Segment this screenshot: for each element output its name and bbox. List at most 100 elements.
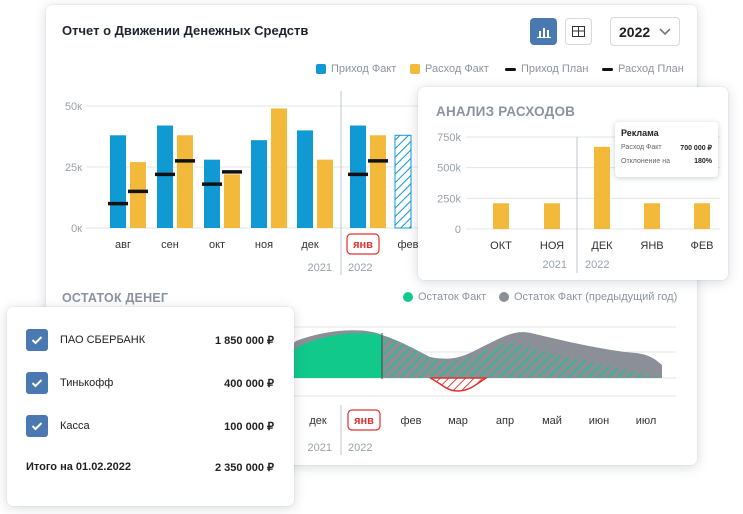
balance-section-title: ОСТАТОК ДЕНЕГ bbox=[62, 291, 169, 305]
x-tick-label: фев bbox=[400, 415, 421, 427]
expense-title: АНАЛИЗ РАСХОДОВ bbox=[436, 104, 576, 119]
table-icon bbox=[572, 26, 585, 37]
year-select-value: 2022 bbox=[619, 24, 651, 40]
x-tick-label: ЯНВ bbox=[640, 240, 663, 252]
x-tick-label: июн bbox=[589, 415, 609, 427]
total-label: Итого на 01.02.2022 bbox=[26, 461, 131, 473]
x-tick-label: янв bbox=[354, 415, 374, 427]
chevron-down-icon bbox=[659, 28, 671, 36]
tooltip-deviation-value: 180% bbox=[694, 158, 712, 165]
expense-bar[interactable] bbox=[694, 203, 710, 229]
x-tick-label: НОЯ bbox=[540, 240, 564, 252]
legend-balance-prev: Остаток Факт (предыдущий год) bbox=[499, 291, 677, 303]
year-select[interactable]: 2022 bbox=[610, 17, 680, 46]
account-row: Тинькофф 400 000 ₽ bbox=[26, 372, 274, 394]
legend-balance-fact: Остаток Факт bbox=[403, 291, 486, 303]
expense-bar[interactable] bbox=[493, 203, 509, 229]
y-tick-label: 250k bbox=[437, 193, 461, 205]
x-tick-label: ноя bbox=[255, 239, 273, 251]
tooltip-deviation-label: Отклонение на bbox=[621, 158, 670, 165]
bar-income-fact[interactable] bbox=[110, 135, 126, 228]
year-label-prev: 2021 bbox=[543, 259, 567, 271]
x-tick-label: дек bbox=[301, 239, 319, 251]
y-tick-label: 0 bbox=[455, 224, 461, 236]
x-tick-label: фев bbox=[397, 239, 418, 251]
legend-label: Расход План bbox=[618, 63, 684, 75]
bar-expense-fact[interactable] bbox=[317, 159, 333, 228]
y-tick-label: 750k bbox=[437, 132, 461, 144]
x-tick-label: ОКТ bbox=[490, 240, 512, 252]
accounts-card: ПАО СБЕРБАНК 1 850 000 ₽ Тинькофф 400 00… bbox=[7, 307, 294, 506]
expense-bar[interactable] bbox=[544, 203, 560, 229]
legend-income-fact: Приход Факт bbox=[316, 63, 396, 75]
expense-bar[interactable] bbox=[644, 203, 660, 229]
balance-fact-forecast-area bbox=[382, 335, 662, 378]
x-tick-label: ФЕВ bbox=[690, 240, 713, 252]
x-tick-label: авг bbox=[115, 239, 131, 251]
y-tick-label: 0к bbox=[71, 223, 82, 235]
tooltip-fact-row: Расход Факт 700 000 ₽ bbox=[621, 144, 712, 152]
legend-label: Остаток Факт (предыдущий год) bbox=[514, 291, 678, 303]
x-tick-label: мар bbox=[448, 415, 468, 427]
bar-income-fact[interactable] bbox=[204, 159, 220, 228]
balance-fact-area bbox=[294, 333, 382, 378]
expense-tooltip: Реклама Расход Факт 700 000 ₽ Отклонение… bbox=[615, 122, 718, 177]
legend-swatch bbox=[410, 64, 420, 74]
x-tick-label: дек bbox=[309, 415, 327, 427]
year-label-prev: 2021 bbox=[308, 442, 332, 454]
legend-label: Приход План bbox=[521, 63, 589, 75]
tooltip-deviation-row: Отклонение на 180% bbox=[621, 158, 712, 165]
cashflow-title: Отчет о Движении Денежных Средств bbox=[62, 23, 309, 38]
legend-line bbox=[602, 67, 613, 71]
bar-income-fact[interactable] bbox=[394, 134, 412, 229]
bar-income-fact[interactable] bbox=[157, 125, 173, 228]
bar-expense-fact[interactable] bbox=[177, 135, 193, 228]
year-label-cur: 2022 bbox=[348, 442, 372, 454]
check-icon bbox=[31, 379, 43, 388]
bar-income-fact[interactable] bbox=[251, 140, 267, 228]
year-label-cur: 2022 bbox=[348, 262, 372, 274]
account-value: 100 000 ₽ bbox=[224, 420, 274, 433]
bar-chart-view-button[interactable] bbox=[530, 18, 557, 45]
account-name: Тинькофф bbox=[60, 377, 114, 389]
tooltip-title: Реклама bbox=[621, 128, 659, 138]
balance-chart: дек янв фев мар апр май июн июл 2021 2022 bbox=[286, 326, 676, 455]
accounts-total-row: Итого на 01.02.2022 2 350 000 ₽ bbox=[26, 461, 274, 474]
x-tick-label: май bbox=[542, 415, 562, 427]
tooltip-fact-value: 700 000 ₽ bbox=[680, 145, 712, 152]
x-tick-label: сен bbox=[161, 239, 179, 251]
account-name: Касса bbox=[60, 420, 90, 432]
legend-label: Приход Факт bbox=[331, 63, 397, 75]
table-view-button[interactable] bbox=[565, 18, 592, 45]
expense-bar[interactable] bbox=[594, 146, 610, 229]
account-checkbox[interactable] bbox=[26, 329, 48, 351]
legend-label: Остаток Факт bbox=[418, 291, 487, 303]
legend-income-plan: Приход План bbox=[505, 63, 588, 75]
bar-expense-fact[interactable] bbox=[130, 162, 146, 228]
legend-line bbox=[505, 67, 516, 71]
year-label-prev: 2021 bbox=[308, 262, 332, 274]
expense-analysis-card: АНАЛИЗ РАСХОДОВ 750k 500k 250k 0 ОКТ НОЯ ДЕК ЯН… bbox=[418, 87, 728, 280]
total-value: 2 350 000 ₽ bbox=[215, 462, 274, 474]
account-value: 1 850 000 ₽ bbox=[215, 334, 274, 347]
bar-chart-icon bbox=[536, 27, 551, 38]
x-tick-label: окт bbox=[209, 239, 225, 251]
account-checkbox[interactable] bbox=[26, 415, 48, 437]
account-value: 400 000 ₽ bbox=[224, 377, 274, 390]
current-month-badge bbox=[347, 409, 381, 431]
bar-expense-fact[interactable] bbox=[224, 174, 240, 228]
x-tick-label: апр bbox=[496, 415, 514, 427]
legend-dot bbox=[499, 292, 509, 302]
x-tick-label: янв bbox=[353, 239, 373, 251]
bar-income-fact[interactable] bbox=[350, 125, 366, 228]
account-row: Касса 100 000 ₽ bbox=[26, 415, 274, 437]
y-tick-label: 25к bbox=[65, 162, 82, 174]
current-month-badge bbox=[346, 233, 380, 255]
expense-chart: 750k 500k 250k 0 ОКТ НОЯ ДЕК ЯНВ ФЕВ 2021 2022 bbox=[437, 132, 720, 273]
x-tick-label: ДЕК bbox=[591, 240, 613, 252]
bar-expense-fact[interactable] bbox=[271, 108, 287, 228]
bar-income-fact[interactable] bbox=[297, 130, 313, 228]
account-checkbox[interactable] bbox=[26, 372, 48, 394]
account-row: ПАО СБЕРБАНК 1 850 000 ₽ bbox=[26, 329, 274, 351]
bar-expense-fact[interactable] bbox=[370, 135, 386, 228]
